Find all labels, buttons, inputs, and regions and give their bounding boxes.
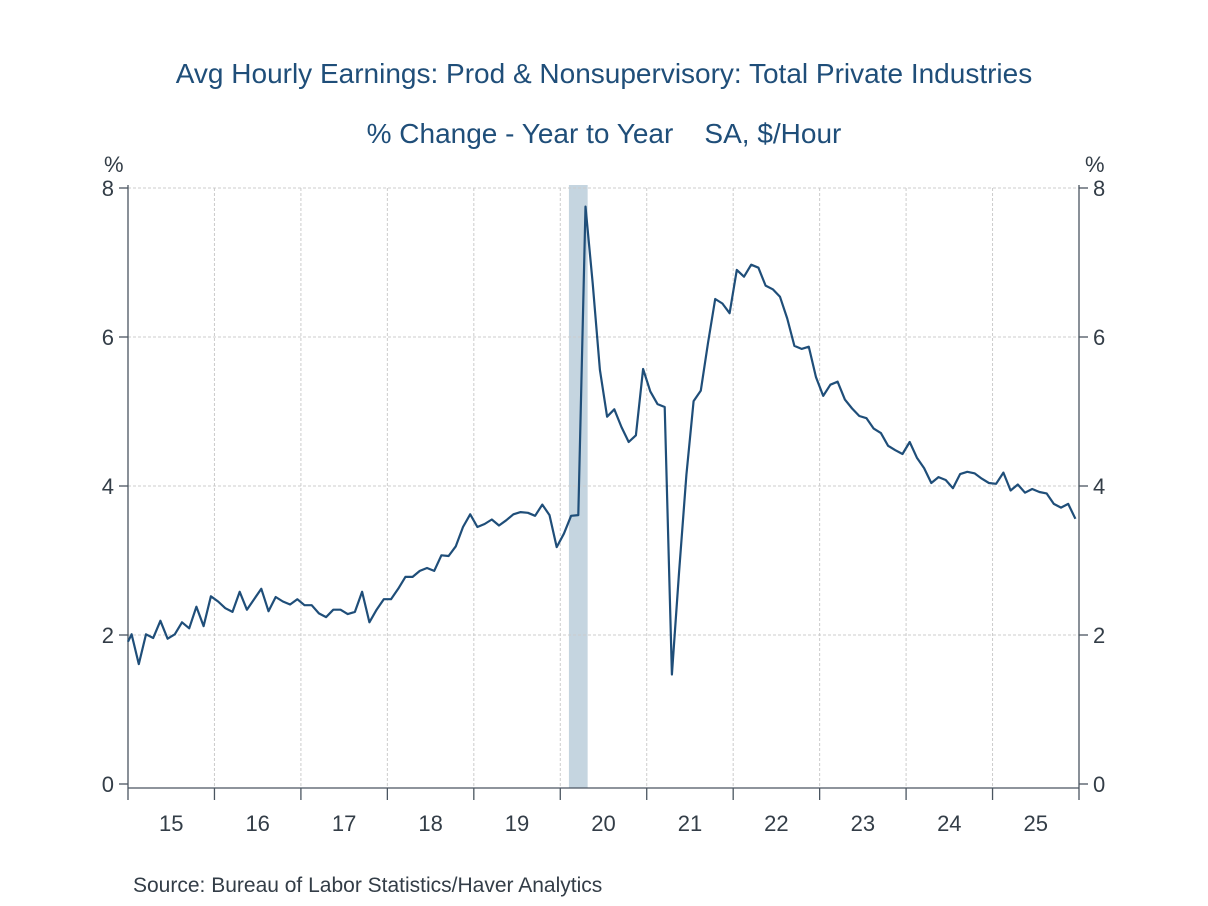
series-layer — [127, 205, 1077, 676]
x-tick-label: 17 — [332, 811, 356, 836]
x-tick-label: 15 — [159, 811, 183, 836]
y-axis-unit-left: % — [104, 152, 124, 177]
x-tick-label: 20 — [591, 811, 615, 836]
x-tick-label: 16 — [245, 811, 269, 836]
axes: 0 02 24 46 68 815 16 17 18 19 20 21 22 23 24 25 — [102, 176, 1106, 836]
x-tick-label: 24 — [937, 811, 961, 836]
source-note: Source: Bureau of Labor Statistics/Haver… — [133, 874, 603, 897]
x-tick-label: 25 — [1024, 811, 1048, 836]
x-tick-label: 21 — [678, 811, 702, 836]
x-tick-label: 18 — [418, 811, 442, 836]
series-line — [127, 205, 1077, 676]
x-tick-label: 19 — [505, 811, 529, 836]
x-tick-label: 22 — [764, 811, 788, 836]
y-tick-label-right: 8 — [1093, 176, 1105, 201]
y-tick-label-right: 0 — [1093, 772, 1105, 797]
y-tick-label-right: 4 — [1093, 474, 1105, 499]
chart-subtitle: % Change - Year to Year SA, $/Hour — [366, 118, 842, 149]
y-tick-label-left: 8 — [102, 176, 114, 201]
y-tick-label-left: 4 — [102, 474, 114, 499]
y-tick-label-right: 6 — [1093, 325, 1105, 350]
y-tick-label-right: 2 — [1093, 623, 1105, 648]
chart-title: Avg Hourly Earnings: Prod & Nonsuperviso… — [175, 58, 1033, 89]
x-tick-label: 23 — [851, 811, 875, 836]
y-tick-label-left: 0 — [102, 772, 114, 797]
gridlines — [128, 187, 1079, 788]
y-tick-label-left: 6 — [102, 325, 114, 350]
y-tick-label-left: 2 — [102, 623, 114, 648]
y-axis-unit-right: % — [1085, 152, 1105, 177]
